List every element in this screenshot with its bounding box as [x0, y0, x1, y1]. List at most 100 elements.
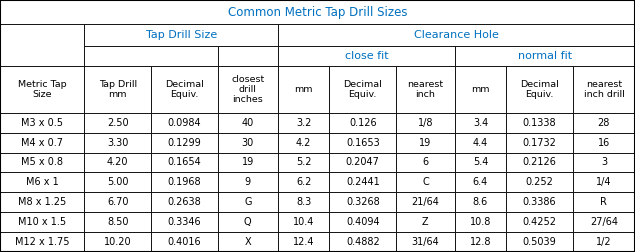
Text: 16: 16 — [598, 138, 610, 148]
Bar — [151, 212, 218, 232]
Bar — [330, 133, 396, 152]
Bar — [218, 46, 278, 66]
Text: 30: 30 — [242, 138, 254, 148]
Text: 0.1968: 0.1968 — [168, 177, 201, 187]
Text: 10.8: 10.8 — [470, 217, 491, 227]
Text: 0.1654: 0.1654 — [168, 158, 201, 168]
Bar — [84, 46, 218, 66]
Text: 1/4: 1/4 — [596, 177, 612, 187]
Bar — [573, 152, 635, 172]
Bar — [330, 232, 396, 252]
Text: 0.1732: 0.1732 — [523, 138, 556, 148]
Text: 0.0984: 0.0984 — [168, 118, 201, 128]
Text: 0.4252: 0.4252 — [523, 217, 556, 227]
Text: Metric Tap
Size: Metric Tap Size — [18, 80, 67, 99]
Bar — [396, 133, 455, 152]
Bar — [330, 66, 396, 113]
Text: 2.50: 2.50 — [107, 118, 128, 128]
Text: closest
drill
inches: closest drill inches — [231, 75, 264, 104]
Text: 1/8: 1/8 — [418, 118, 433, 128]
Bar — [84, 66, 151, 113]
Text: 8.50: 8.50 — [107, 217, 128, 227]
Bar — [278, 152, 330, 172]
Bar — [455, 152, 506, 172]
Text: 8.6: 8.6 — [473, 197, 488, 207]
Bar — [84, 24, 278, 46]
Text: M8 x 1.25: M8 x 1.25 — [18, 197, 66, 207]
Text: 31/64: 31/64 — [411, 237, 439, 247]
Text: 5.2: 5.2 — [296, 158, 312, 168]
Bar — [455, 232, 506, 252]
Text: 0.126: 0.126 — [349, 118, 377, 128]
Bar — [0, 0, 635, 24]
Text: Decimal
Equiv.: Decimal Equiv. — [165, 80, 204, 99]
Bar — [0, 172, 84, 192]
Bar — [573, 113, 635, 133]
Text: G: G — [244, 197, 251, 207]
Bar — [573, 232, 635, 252]
Text: X: X — [244, 237, 251, 247]
Bar — [455, 113, 506, 133]
Bar — [84, 113, 151, 133]
Bar — [218, 66, 278, 113]
Bar — [573, 192, 635, 212]
Text: M5 x 0.8: M5 x 0.8 — [21, 158, 64, 168]
Bar — [396, 66, 455, 113]
Text: 0.2441: 0.2441 — [346, 177, 380, 187]
Bar — [330, 152, 396, 172]
Bar — [396, 113, 455, 133]
Text: 5.00: 5.00 — [107, 177, 128, 187]
Text: 3.2: 3.2 — [296, 118, 311, 128]
Bar — [396, 192, 455, 212]
Text: 0.3386: 0.3386 — [523, 197, 556, 207]
Text: 12.4: 12.4 — [293, 237, 314, 247]
Bar — [455, 172, 506, 192]
Bar — [84, 133, 151, 152]
Bar — [0, 192, 84, 212]
Text: 27/64: 27/64 — [590, 217, 618, 227]
Bar — [506, 192, 573, 212]
Bar — [278, 113, 330, 133]
Text: 0.3346: 0.3346 — [168, 217, 201, 227]
Text: R: R — [601, 197, 607, 207]
Text: close fit: close fit — [345, 51, 388, 61]
Text: 4.2: 4.2 — [296, 138, 311, 148]
Text: C: C — [422, 177, 429, 187]
Bar — [84, 152, 151, 172]
Text: 10.20: 10.20 — [104, 237, 131, 247]
Text: 19: 19 — [242, 158, 254, 168]
Bar — [84, 192, 151, 212]
Bar — [151, 133, 218, 152]
Text: normal fit: normal fit — [518, 51, 572, 61]
Bar — [278, 66, 330, 113]
Text: 10.4: 10.4 — [293, 217, 314, 227]
Text: 0.2638: 0.2638 — [168, 197, 201, 207]
Bar — [396, 172, 455, 192]
Bar — [0, 212, 84, 232]
Bar — [455, 212, 506, 232]
Text: 4.4: 4.4 — [473, 138, 488, 148]
Text: mm: mm — [471, 85, 490, 94]
Bar — [396, 232, 455, 252]
Text: Z: Z — [422, 217, 429, 227]
Bar — [84, 172, 151, 192]
Bar — [278, 24, 635, 46]
Text: 21/64: 21/64 — [411, 197, 439, 207]
Text: M10 x 1.5: M10 x 1.5 — [18, 217, 66, 227]
Text: nearest
inch drill: nearest inch drill — [584, 80, 624, 99]
Text: 9: 9 — [244, 177, 251, 187]
Text: Decimal
Equiv.: Decimal Equiv. — [520, 80, 559, 99]
Bar — [218, 212, 278, 232]
Bar — [455, 133, 506, 152]
Text: 28: 28 — [598, 118, 610, 128]
Text: 3.4: 3.4 — [473, 118, 488, 128]
Bar — [506, 172, 573, 192]
Text: nearest
inch: nearest inch — [407, 80, 443, 99]
Bar — [0, 113, 84, 133]
Bar — [278, 133, 330, 152]
Text: 8.3: 8.3 — [296, 197, 311, 207]
Bar — [0, 232, 84, 252]
Bar — [573, 172, 635, 192]
Bar — [84, 212, 151, 232]
Bar — [278, 232, 330, 252]
